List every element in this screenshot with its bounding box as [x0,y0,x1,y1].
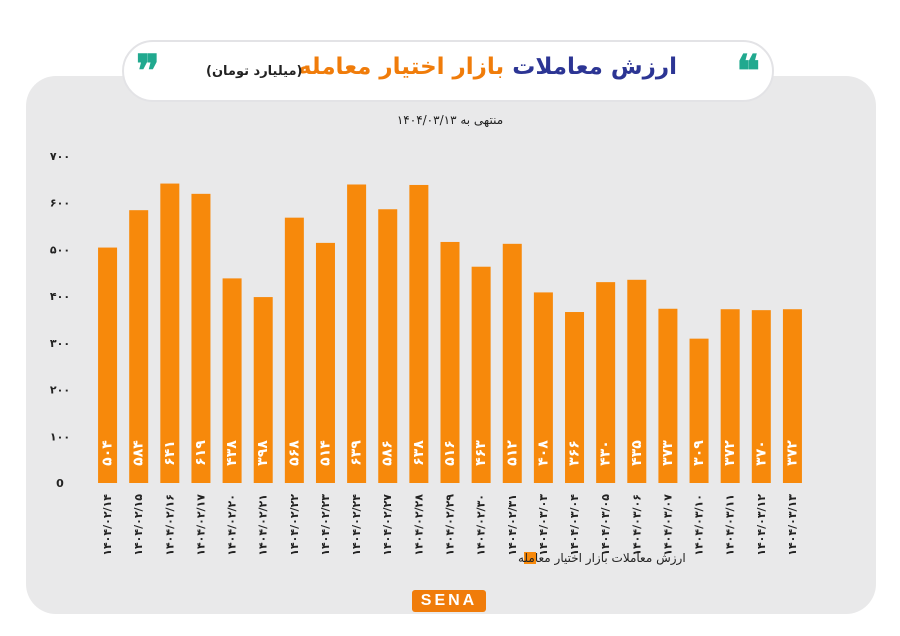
bar [378,209,398,484]
x-tick-label: ۱۴۰۴/۰۲/۱۶ [163,494,176,556]
data-label: ۵۱۲ [504,440,520,466]
bar [782,309,802,483]
y-tick-label: ۴۰۰ [50,290,70,303]
y-tick-label: ۷۰۰ [50,150,70,163]
x-tick-label: ۱۴۰۴/۰۲/۲۸ [412,494,425,556]
bar [129,210,149,483]
quote-mark-icon: ❞ [136,46,160,97]
x-tick-label: ۱۴۰۴/۰۲/۳۰ [475,494,488,556]
bar [596,282,616,483]
quote-mark-icon: ❝ [736,46,760,97]
x-tick-label: ۱۴۰۴/۰۲/۲۲ [288,494,301,556]
x-tick-label: ۱۴۰۴/۰۳/۰۷ [661,494,674,556]
data-label: ۴۳۰ [598,440,614,466]
data-label: ۳۷۲ [722,440,738,466]
x-tick-label: ۱۴۰۴/۰۲/۲۱ [257,494,270,556]
bar [284,217,304,484]
x-tick-label: ۱۴۰۴/۰۲/۲۳ [319,494,332,556]
data-label: ۴۶۳ [473,440,489,466]
data-label: ۶۱۹ [193,440,209,466]
bar [253,297,273,483]
data-label: ۳۶۶ [567,440,583,466]
y-tick-label: ۱۰۰ [50,430,70,443]
chart-subtitle: منتهی به ۱۴۰۴/۰۳/۱۳ [396,113,504,127]
x-tick-label: ۱۴۰۴/۰۲/۲۴ [350,494,363,556]
bar [471,266,491,483]
x-tick-label: ۱۴۰۴/۰۳/۰۴ [568,494,581,556]
bar [98,247,118,483]
bar [222,278,242,483]
data-label: ۵۸۶ [380,440,396,466]
data-label: ۳۷۳ [660,440,676,466]
bar [689,338,709,483]
bar [191,193,211,484]
legend-swatch [524,552,536,564]
bar [347,184,367,483]
bar [409,184,429,483]
x-tick-label: ۱۴۰۴/۰۲/۳۱ [506,494,519,556]
x-tick-label: ۱۴۰۴/۰۳/۱۱ [724,494,737,556]
data-label: ۵۱۴ [317,440,333,466]
title-unit: (میلیارد تومان) [206,64,303,79]
bar [315,242,335,483]
x-tick-label: ۱۴۰۴/۰۲/۱۵ [132,494,145,556]
y-tick-label: ۶۰۰ [50,197,70,210]
data-label: ۳۷۲ [784,440,800,466]
x-tick-label: ۱۴۰۴/۰۳/۰۶ [630,494,643,556]
x-tick-label: ۱۴۰۴/۰۳/۱۲ [755,494,768,556]
bar [658,308,678,483]
data-label: ۴۳۸ [224,440,240,466]
data-label: ۶۳۸ [411,440,427,466]
x-tick-label: ۱۴۰۴/۰۲/۲۹ [444,494,457,556]
data-label: ۳۷۰ [753,440,769,466]
x-tick-label: ۱۴۰۴/۰۲/۲۰ [226,494,239,556]
x-tick-label: ۱۴۰۴/۰۳/۱۳ [786,494,799,556]
title-bar: ❞ ❝ ارزش معاملات بازار اختیار معامله (می… [122,40,774,102]
data-label: ۵۸۴ [131,440,147,466]
y-tick-label: 0 [56,477,64,490]
sena-logo: SENA [412,590,486,612]
y-tick-label: ۳۰۰ [50,337,70,350]
data-label: ۵۶۸ [286,440,302,466]
title-main: ارزش معاملات [512,54,677,80]
bar [440,241,460,483]
bar [565,312,585,483]
data-label: ۳۰۹ [691,440,707,466]
data-label: ۶۴۱ [162,440,178,466]
x-tick-label: ۱۴۰۴/۰۳/۱۰ [693,494,706,556]
bar [751,310,771,483]
bar [627,279,647,483]
x-tick-label: ۱۴۰۴/۰۲/۲۷ [381,494,394,556]
data-label: ۶۳۹ [349,440,365,466]
bar [533,292,553,483]
page-title: ارزش معاملات بازار اختیار معامله [298,54,677,80]
y-tick-label: ۵۰۰ [50,243,70,256]
data-label: ۳۹۸ [255,440,271,466]
legend-label: ارزش معاملات بازار اختیار معامله [518,551,686,566]
y-tick-label: ۲۰۰ [50,384,70,397]
x-tick-label: ۱۴۰۴/۰۲/۱۷ [194,494,207,556]
data-label: ۴۰۸ [535,440,551,466]
x-tick-label: ۱۴۰۴/۰۳/۰۳ [537,494,550,556]
x-tick-label: ۱۴۰۴/۰۳/۰۵ [599,494,612,556]
bar [502,243,522,483]
title-accent: بازار اختیار معامله [297,54,505,80]
data-label: ۵۱۶ [442,440,458,466]
bar [160,183,180,483]
x-tick-label: ۱۴۰۴/۰۲/۱۴ [101,494,114,556]
data-label: ۴۳۵ [629,440,645,466]
data-label: ۵۰۴ [100,440,116,466]
bar [720,309,740,483]
